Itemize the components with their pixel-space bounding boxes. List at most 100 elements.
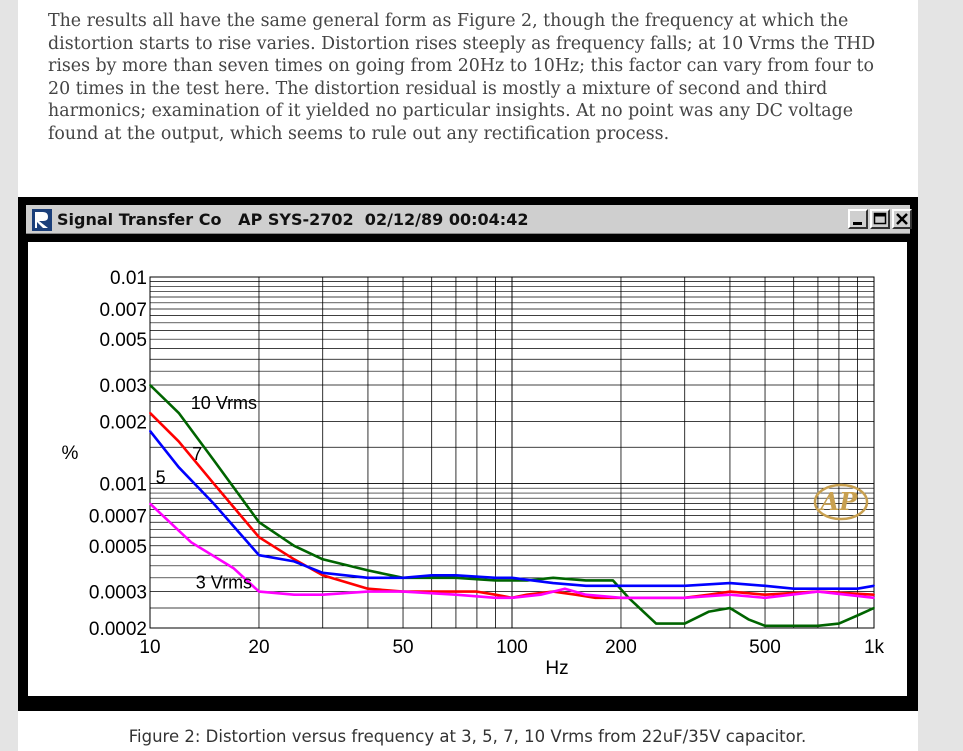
data-point (293, 544, 295, 547)
x-tick-label: 500 (749, 637, 781, 658)
data-point (873, 584, 875, 587)
data-point (367, 576, 369, 579)
x-tick-label: 200 (605, 637, 637, 658)
window-titlebar: Signal Transfer Co AP SYS-2702 02/12/89 … (26, 205, 912, 234)
data-point (574, 593, 577, 596)
data-point (585, 593, 587, 596)
data-point (764, 624, 766, 627)
data-point (455, 593, 457, 596)
distortion-chart: 10 20 50 100 200 500 1k 0.01 0.007 0.005 0.003 0.00… (62, 268, 885, 679)
data-point (149, 430, 151, 432)
data-point (552, 576, 555, 579)
data-point (476, 590, 478, 593)
ap-watermark-logo: AP (813, 483, 869, 521)
data-point (367, 590, 369, 593)
maximize-button[interactable] (870, 209, 890, 229)
data-point (455, 576, 457, 579)
series-annotation: 7 (192, 444, 202, 464)
data-point (511, 576, 513, 579)
x-tick-label: 10 (139, 637, 160, 658)
x-tick-label: 20 (248, 637, 269, 658)
data-point (838, 622, 840, 625)
data-point (494, 576, 497, 579)
window-title: Signal Transfer Co AP SYS-2702 02/12/89 … (57, 210, 529, 229)
article-paragraph: The results all have the same general fo… (48, 11, 876, 144)
data-point (149, 412, 151, 414)
data-point (177, 466, 180, 469)
data-point (729, 593, 731, 596)
y-tick-label: 0.003 (99, 376, 147, 397)
x-tick-label: 1k (864, 637, 885, 658)
data-point (232, 567, 235, 569)
data-point (494, 593, 497, 596)
data-point (708, 610, 710, 613)
data-point (764, 584, 766, 587)
data-point (258, 590, 260, 593)
data-point (321, 571, 324, 574)
y-tick-label: 0.0007 (89, 507, 147, 528)
data-point (792, 587, 795, 590)
data-point (212, 459, 215, 461)
x-axis-label: Hz (545, 658, 568, 679)
data-point (494, 579, 497, 582)
data-point (539, 593, 542, 596)
data-point (190, 541, 193, 544)
data-point (817, 590, 819, 593)
data-point (258, 554, 260, 557)
data-point (293, 593, 295, 596)
data-point (321, 574, 324, 577)
ap-watermark-text: AP (819, 487, 859, 516)
data-point (817, 587, 819, 590)
series-line (149, 502, 875, 600)
figure-caption: Figure 2: Distortion versus frequency at… (128, 727, 807, 746)
data-point (747, 618, 750, 621)
data-point (321, 593, 324, 596)
data-point (511, 579, 513, 582)
series-annotation: 10 Vrms (191, 393, 257, 413)
data-point (729, 590, 731, 593)
data-point (212, 482, 215, 485)
data-point (564, 587, 566, 590)
data-point (430, 574, 433, 577)
maximize-icon (873, 212, 887, 225)
y-tick-label: 0.001 (99, 475, 147, 496)
chart-area: 10 20 50 100 200 500 1k 0.01 0.007 0.005 0.003 0.00… (28, 242, 907, 696)
data-point (585, 579, 587, 582)
data-point (177, 412, 180, 414)
data-point (321, 558, 324, 561)
data-point (856, 587, 859, 590)
data-point (729, 607, 731, 609)
data-point (817, 624, 819, 627)
y-tick-label: 0.007 (99, 300, 147, 321)
data-point (177, 440, 180, 443)
minimize-button[interactable] (848, 209, 868, 229)
series-line (149, 384, 875, 628)
data-point (683, 584, 686, 587)
y-tick-label: 0.0002 (89, 619, 147, 640)
data-point (402, 576, 404, 579)
data-point (258, 536, 260, 539)
data-point (367, 569, 369, 572)
data-point (683, 596, 686, 599)
data-point (293, 560, 295, 563)
data-point (455, 590, 457, 593)
data-point (655, 622, 657, 625)
y-tick-label: 0.005 (99, 330, 147, 351)
data-point (149, 502, 151, 505)
close-button[interactable] (892, 209, 912, 229)
y-tick-label: 0.01 (110, 268, 147, 289)
data-point (764, 596, 766, 599)
series-annotation: 3 Vrms (196, 573, 252, 593)
data-point (873, 593, 875, 596)
analyzer-window: Signal Transfer Co AP SYS-2702 02/12/89 … (18, 197, 918, 711)
data-point (873, 596, 875, 599)
data-point (455, 574, 457, 577)
data-point (729, 582, 731, 584)
data-point (594, 596, 597, 599)
data-point (367, 587, 369, 590)
y-tick-label: 0.0005 (89, 537, 147, 558)
data-point (764, 593, 766, 596)
data-point (494, 596, 497, 599)
data-point (293, 558, 295, 561)
data-point (620, 596, 622, 599)
